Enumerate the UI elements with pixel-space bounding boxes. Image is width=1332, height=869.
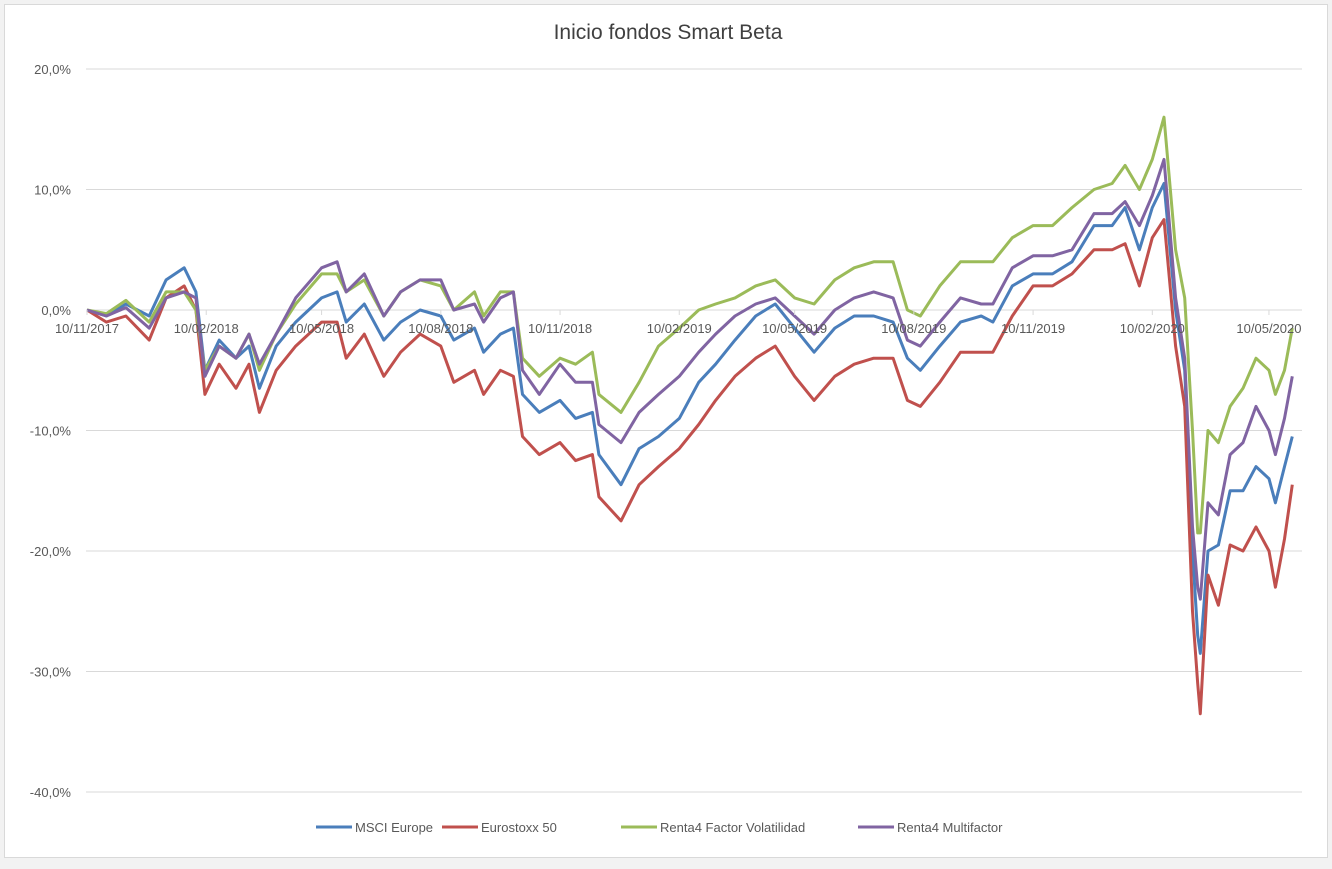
- y-axis-ticks: 20,0% 10,0% 0,0% -10,0% -20,0% -30,0% -40,0%: [30, 62, 72, 800]
- gridlines: [86, 68, 1302, 793]
- x-tick-label: 10/11/2017: [55, 321, 119, 336]
- x-tick-label: 10/05/2020: [1236, 321, 1301, 336]
- x-tick-label: 10/11/2018: [528, 321, 592, 336]
- y-tick-label: -40,0%: [30, 785, 72, 800]
- x-tick-label: 10/02/2020: [1120, 321, 1185, 336]
- series-line-2: [86, 115, 1294, 535]
- series-line-1: [86, 218, 1294, 716]
- legend-label: Eurostoxx 50: [481, 820, 557, 835]
- chart-title: Inicio fondos Smart Beta: [554, 21, 783, 44]
- x-axis-ticks: 10/11/2017 10/02/2018 10/05/2018 10/08/2018…: [55, 310, 1301, 336]
- y-tick-label: -20,0%: [30, 544, 72, 559]
- x-tick-label: 10/02/2019: [647, 321, 712, 336]
- y-tick-label: 20,0%: [34, 62, 71, 77]
- x-tick-label: 10/11/2019: [1001, 321, 1065, 336]
- x-tick-label: 10/08/2018: [408, 321, 473, 336]
- y-tick-label: 10,0%: [34, 183, 71, 198]
- x-tick-label: 10/05/2018: [289, 321, 354, 336]
- series-line-3: [86, 157, 1294, 601]
- legend-label: MSCI Europe: [355, 820, 433, 835]
- legend-label: Renta4 Multifactor: [897, 820, 1003, 835]
- y-tick-label: -10,0%: [30, 424, 72, 439]
- x-tick-label: 10/02/2018: [174, 321, 239, 336]
- legend-label: Renta4 Factor Volatilidad: [660, 820, 805, 835]
- y-tick-label: -30,0%: [30, 665, 72, 680]
- x-tick-label: 10/08/2019: [881, 321, 946, 336]
- y-tick-label: 0,0%: [41, 303, 71, 318]
- series-line-0: [86, 182, 1294, 655]
- legend: MSCI Europe Eurostoxx 50 Renta4 Factor Vol…: [316, 820, 1003, 835]
- x-tick-label: 10/05/2019: [762, 321, 827, 336]
- series-lines: [86, 115, 1294, 716]
